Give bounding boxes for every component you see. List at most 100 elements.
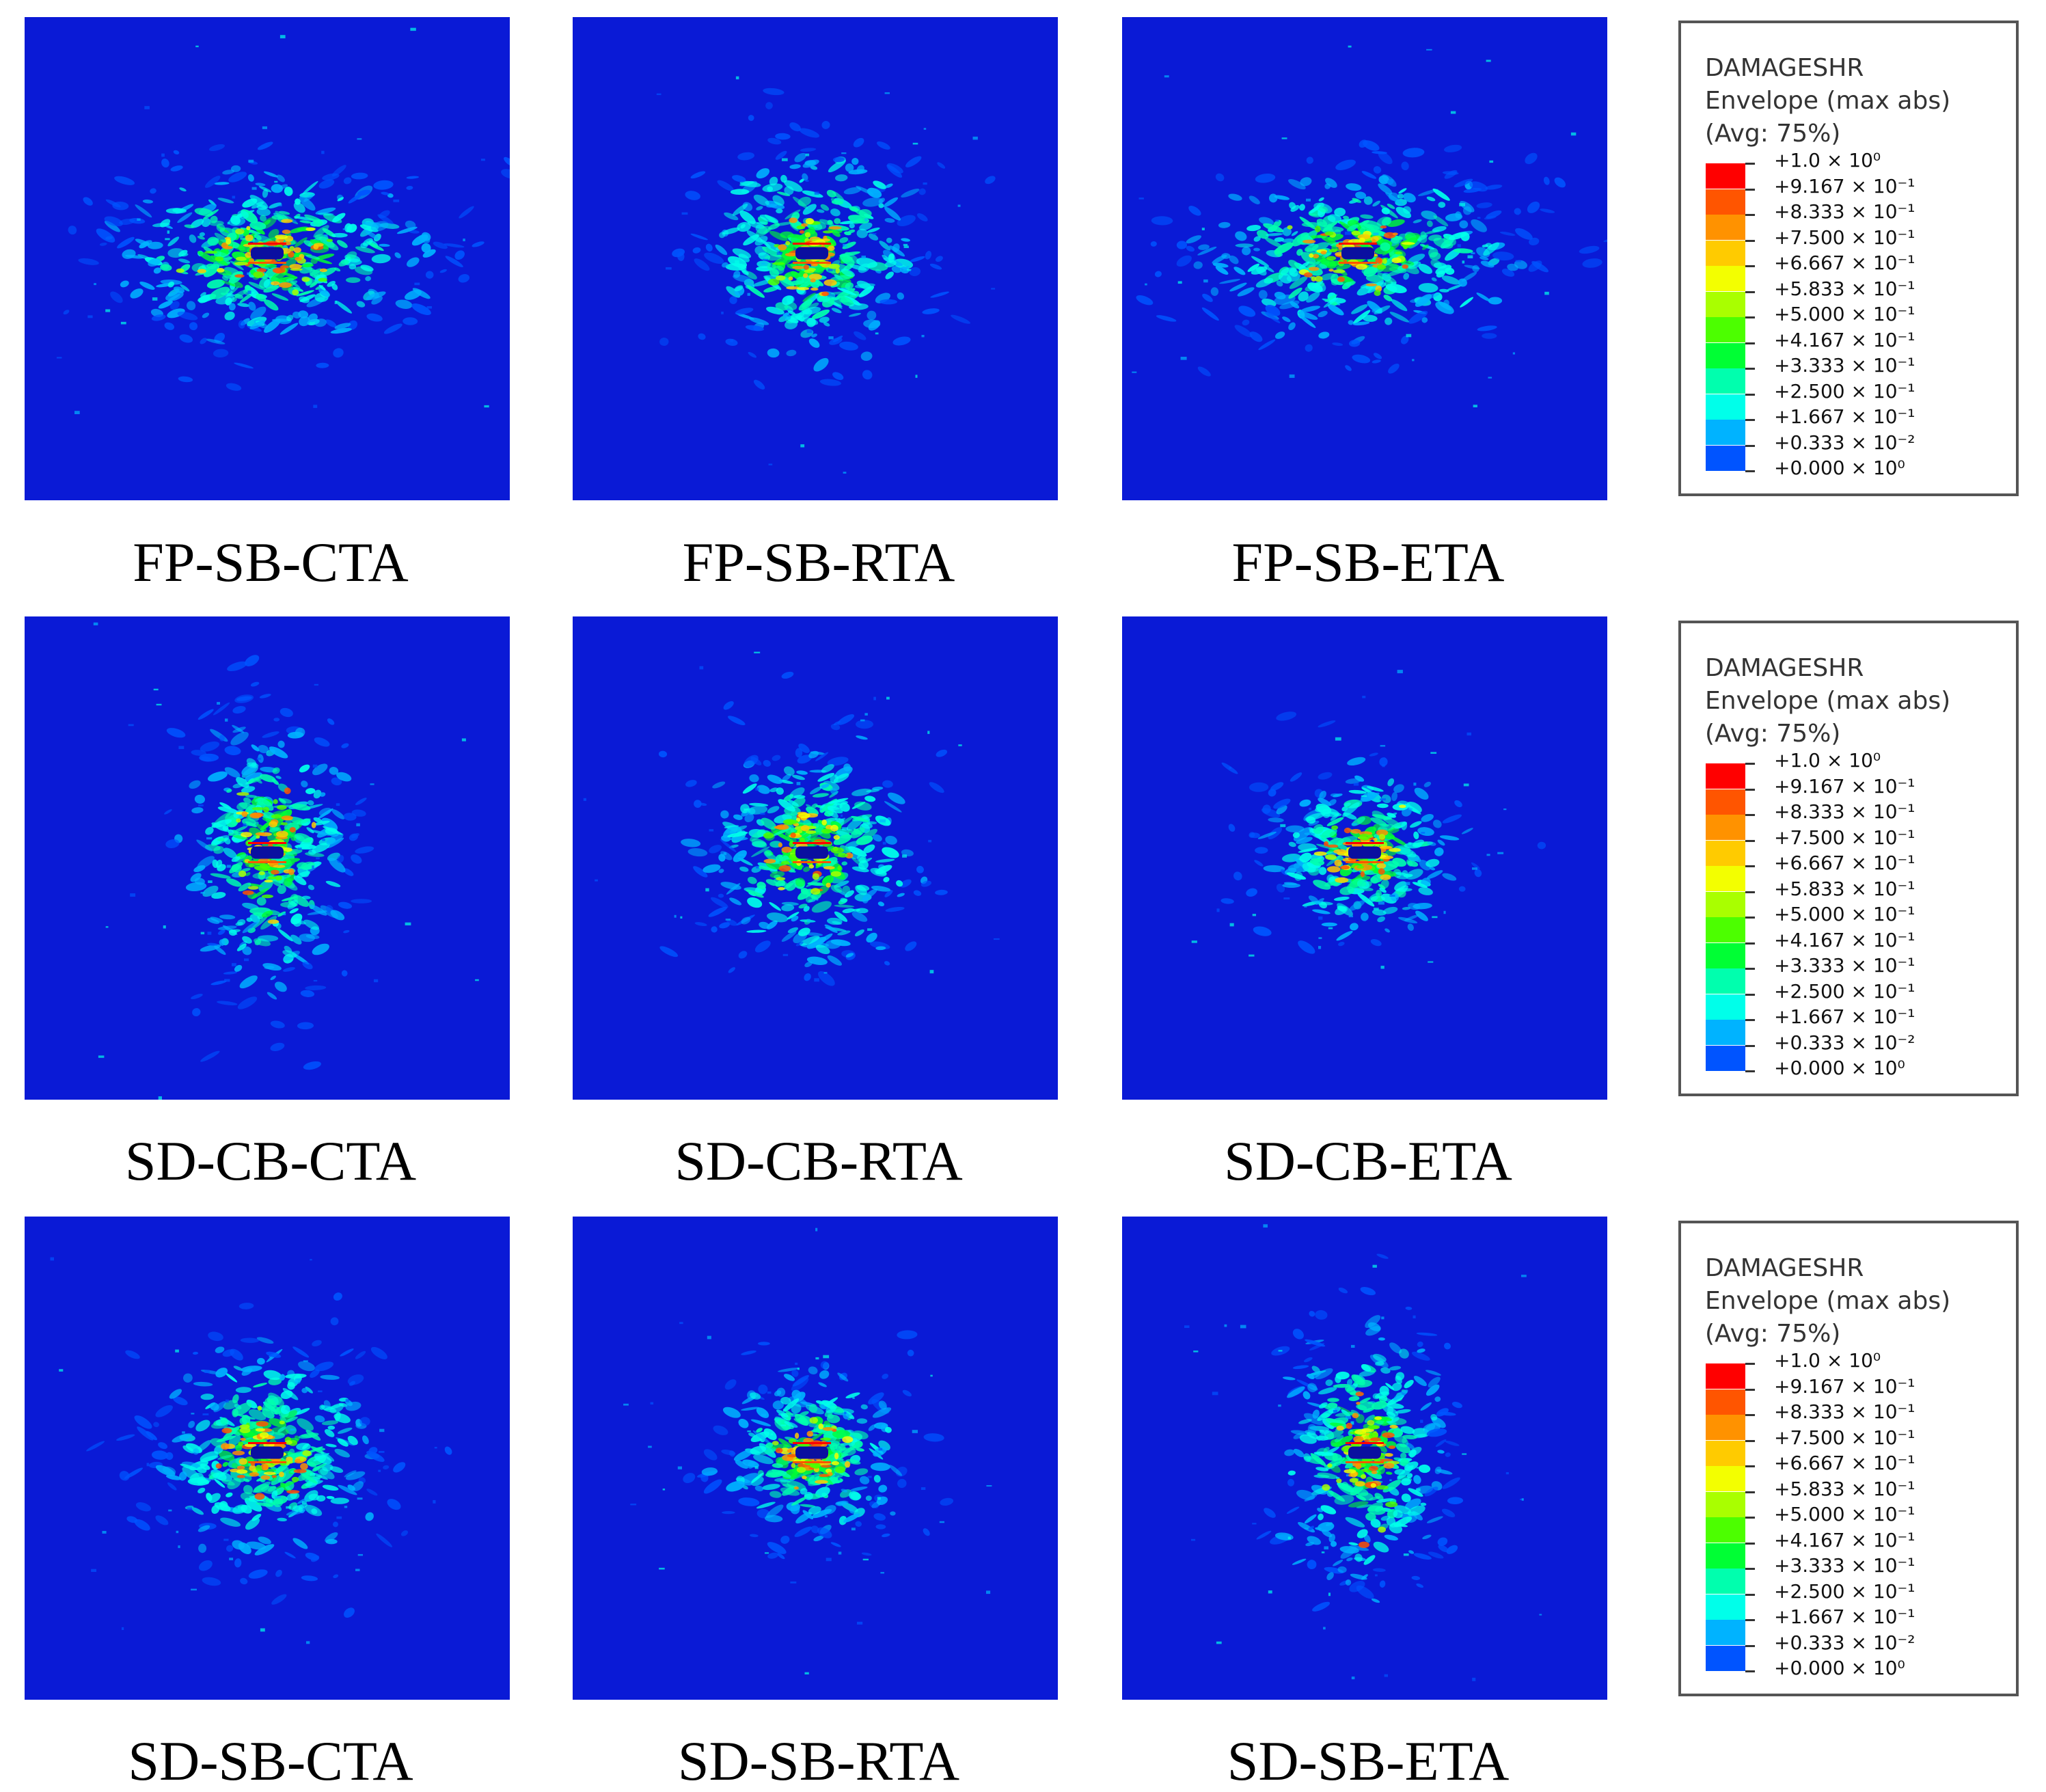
damage-speck: [153, 688, 159, 691]
damage-speck: [1437, 839, 1445, 846]
damage-speck: [337, 855, 344, 863]
damage-speck: [1288, 260, 1300, 269]
damage-speck: [939, 1521, 944, 1523]
damage-speck: [256, 835, 260, 839]
damage-speck: [656, 93, 661, 96]
damage-speck: [1203, 279, 1208, 283]
damage-speck: [325, 1538, 338, 1545]
damage-speck: [355, 846, 374, 854]
damage-speck: [842, 827, 848, 831]
damage-speck: [1521, 1498, 1524, 1501]
damage-speck: [324, 1428, 335, 1437]
damage-speck: [1286, 1506, 1300, 1514]
damage-speck: [146, 1463, 150, 1467]
damage-speck: [1298, 940, 1315, 954]
damage-speck: [1186, 245, 1195, 252]
damage-speck: [747, 897, 763, 908]
damage-speck: [222, 1426, 241, 1440]
damage-speck: [841, 269, 856, 277]
damage-speck: [767, 348, 780, 358]
damage-speck: [1212, 254, 1227, 264]
legend-swatch: [1706, 1594, 1745, 1620]
damage-speck: [750, 1476, 764, 1486]
damage-speck: [863, 844, 875, 854]
damage-speck: [780, 1424, 787, 1426]
damage-speck: [854, 1468, 869, 1476]
damage-speck: [224, 979, 230, 982]
damage-speck: [229, 862, 243, 873]
damage-speck: [1348, 1542, 1359, 1546]
damage-speck: [1336, 1477, 1340, 1479]
legend-swatch: [1706, 1363, 1745, 1389]
damage-speck: [215, 1368, 228, 1378]
damage-speck: [705, 888, 709, 892]
damage-speck: [336, 1516, 342, 1519]
damage-speck: [784, 180, 803, 192]
legend-label: +2.500 × 10⁻¹: [1774, 979, 1915, 1003]
damage-speck: [337, 1427, 353, 1434]
damage-speck: [928, 839, 932, 843]
damage-speck: [1371, 1598, 1380, 1603]
damage-speck: [849, 303, 869, 310]
damage-speck: [722, 1511, 735, 1515]
damage-speck: [1303, 1453, 1311, 1463]
damage-speck: [200, 932, 205, 935]
damage-speck: [712, 781, 726, 789]
damage-speck: [125, 1350, 140, 1359]
damage-speck: [806, 919, 811, 923]
damage-speck: [709, 829, 714, 832]
damage-speck: [243, 1474, 252, 1482]
damage-speck: [305, 788, 316, 794]
damage-speck: [383, 1465, 390, 1469]
damage-speck: [1367, 1420, 1375, 1426]
damage-speck: [217, 198, 234, 204]
damage-speck: [245, 234, 254, 241]
damage-speck: [1389, 847, 1401, 852]
damage-cloud: [50, 1257, 452, 1644]
damage-speck: [1376, 1485, 1389, 1490]
damage-speck: [830, 723, 841, 731]
damage-speck: [1284, 1449, 1295, 1456]
damage-speck: [239, 1424, 250, 1429]
damage-speck: [234, 694, 254, 703]
damage-speck: [191, 1413, 195, 1415]
damage-speck: [189, 780, 201, 789]
damage-speck: [889, 1465, 903, 1476]
damage-speck: [787, 1480, 806, 1491]
legend-tick: [1745, 1363, 1755, 1365]
damage-speck: [1381, 207, 1390, 215]
damage-speck: [725, 826, 742, 834]
damage-speck: [1404, 1379, 1414, 1389]
damage-speck: [777, 1368, 800, 1372]
damage-speck: [279, 265, 290, 269]
legend-tick: [1745, 814, 1755, 816]
damage-speck: [806, 329, 813, 334]
damage-speck: [191, 219, 204, 228]
damage-speck: [583, 798, 586, 801]
damage-speck: [1543, 176, 1550, 185]
legend-swatch: [1706, 189, 1745, 215]
damage-speck: [1353, 1435, 1364, 1443]
damage-speck: [815, 1480, 828, 1484]
damage-speck: [754, 940, 771, 953]
damage-speck: [400, 1530, 409, 1536]
damage-speck: [1422, 244, 1429, 250]
damage-speck: [1407, 1505, 1426, 1517]
damage-speck: [841, 1489, 848, 1493]
damage-speck: [741, 264, 747, 273]
damage-speck: [902, 854, 907, 858]
damage-speck: [923, 1433, 944, 1442]
damage-speck: [884, 1426, 892, 1433]
damage-speck: [56, 357, 62, 359]
damage-speck: [1361, 1474, 1367, 1479]
damage-speck: [810, 1525, 819, 1534]
damage-speck: [792, 1374, 809, 1387]
damage-speck: [739, 866, 749, 872]
damage-speck: [845, 252, 860, 264]
damage-speck: [200, 1455, 219, 1462]
damage-cloud: [93, 622, 479, 1100]
damage-speck: [366, 291, 386, 301]
damage-speck: [102, 1531, 107, 1534]
damage-speck: [692, 247, 701, 254]
damage-speck: [1369, 877, 1379, 884]
